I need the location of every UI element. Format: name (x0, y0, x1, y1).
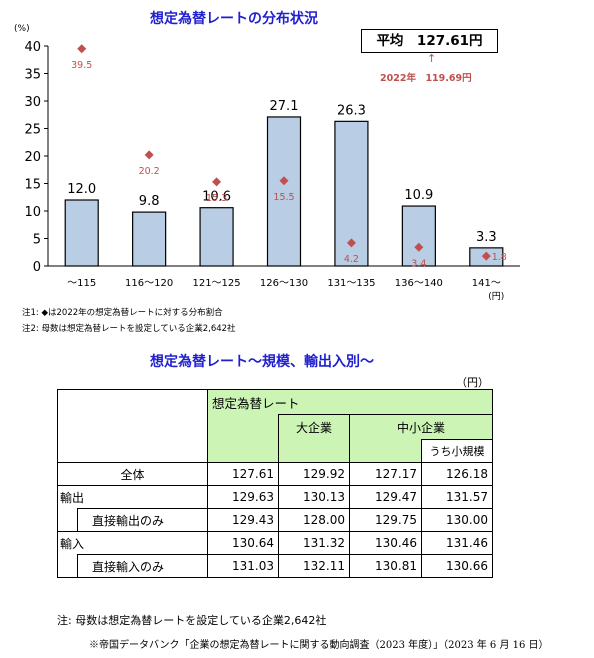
x-tick-label: 121〜125 (192, 278, 240, 289)
header-main: 想定為替レート (207, 389, 493, 415)
chart-title: 想定為替レートの分布状況 (150, 11, 318, 27)
bar (132, 211, 167, 267)
table-row: 直接輸入のみ 131.03 132.11 130.81 130.66 (57, 554, 493, 578)
indent-cell (57, 508, 78, 532)
cell: 127.17 (349, 462, 422, 486)
cell: 130.13 (278, 485, 350, 509)
cell: 131.03 (207, 554, 279, 578)
table-row: 全体 127.61 129.92 127.17 126.18 (57, 462, 493, 486)
header-sme: 中小企業 (349, 414, 493, 440)
y-tick-label: 30 (24, 95, 41, 110)
cell: 131.57 (421, 485, 493, 509)
indent-cell (57, 554, 78, 578)
marker-2022 (414, 242, 424, 252)
bar (199, 207, 234, 267)
table-corner (57, 389, 208, 463)
bar (266, 116, 302, 267)
bar-chart: 0 5 10 15 20 25 30 35 40 (%) 12.0 〜115 39.5 9.8 116〜12… (14, 24, 520, 302)
header-main-spacer (207, 414, 279, 463)
y-tick-label: 0 (33, 260, 41, 275)
y-unit-label: (%) (14, 24, 30, 34)
cell: 130.81 (349, 554, 422, 578)
x-tick-label: 126〜130 (260, 278, 308, 289)
bar-value-label: 3.3 (476, 230, 497, 245)
cell: 130.00 (421, 508, 493, 532)
row-label: 全体 (57, 462, 208, 486)
chart-note-1: 注1: ◆は2022年の想定為替レートに対する分布割合 (22, 308, 223, 318)
bar (401, 205, 436, 267)
y-tick-label: 25 (24, 123, 41, 138)
header-sme-spacer (349, 439, 422, 463)
bar (64, 199, 99, 267)
bar-value-label: 10.6 (202, 190, 231, 205)
marker-2022 (279, 176, 289, 186)
marker-2022 (77, 44, 87, 54)
header-small: うち小規模 (421, 439, 493, 463)
x-tick-label: 136〜140 (395, 278, 443, 289)
average-box: 平均 127.61円 (361, 29, 498, 53)
cell: 130.66 (421, 554, 493, 578)
bar-value-label: 10.9 (404, 188, 433, 203)
table-row: 直接輸出のみ 129.43 128.00 129.75 130.00 (57, 508, 493, 532)
cell: 129.47 (349, 485, 422, 509)
marker-value-label: 39.5 (71, 60, 92, 71)
chart-note-2: 注2: 母数は想定為替レートを設定している企業2,642社 (22, 324, 236, 334)
bar (334, 120, 369, 267)
cell: 129.92 (278, 462, 350, 486)
row-label: 直接輸入のみ (77, 554, 208, 578)
x-tick-label: 131〜135 (327, 278, 375, 289)
y-tick-label: 15 (24, 178, 41, 193)
marker-value-label: 15.3 (206, 193, 227, 204)
x-tick-label: 〜115 (67, 278, 96, 289)
marker-value-label: 20.2 (139, 166, 160, 177)
bar-value-label: 12.0 (67, 182, 96, 197)
marker-2022 (144, 150, 154, 160)
x-tick-label: 116〜120 (125, 278, 173, 289)
marker-2022 (481, 251, 491, 261)
table-row: 輸出 129.63 130.13 129.47 131.57 (57, 485, 493, 509)
marker-2022 (212, 177, 222, 187)
cell: 129.63 (207, 485, 279, 509)
bar-value-label: 27.1 (270, 99, 299, 114)
table-row: 輸入 130.64 131.32 130.46 131.46 (57, 531, 493, 555)
row-label: 直接輸出のみ (77, 508, 208, 532)
cell: 131.46 (421, 531, 493, 555)
x-unit-label: (円) (488, 291, 504, 302)
row-label: 輸入 (57, 531, 208, 555)
marker-value-label: 15.5 (273, 192, 294, 203)
cell: 129.75 (349, 508, 422, 532)
cell: 127.61 (207, 462, 279, 486)
arrow-up-icon: ↑ (427, 52, 437, 65)
x-tick-label: 141〜 (472, 278, 501, 289)
table-footnote: 注: 母数は想定為替レートを設定している企業2,642社 (57, 614, 327, 627)
marker-value-label: 4.2 (344, 254, 359, 265)
cell: 131.32 (278, 531, 350, 555)
cell: 130.64 (207, 531, 279, 555)
cell: 126.18 (421, 462, 493, 486)
annotation-2022: 2022年 119.69円 (380, 73, 472, 84)
marker-value-label: 3.4 (411, 258, 426, 269)
marker-value-label: 1.8 (492, 252, 507, 263)
exchange-rate-table: 想定為替レート 大企業 中小企業 うち小規模 全体 127.61 129.92 … (57, 389, 493, 578)
table-unit: （円） (456, 376, 489, 389)
y-tick-label: 5 (33, 233, 41, 248)
marker-2022 (346, 238, 356, 248)
source-note: ※帝国データバンク「企業の想定為替レートに関する動向調査（2023 年度）」（2… (89, 640, 549, 651)
y-tick-label: 20 (24, 150, 41, 165)
cell: 132.11 (278, 554, 350, 578)
bar-value-label: 26.3 (337, 103, 366, 118)
bar-value-label: 9.8 (139, 194, 160, 209)
header-large: 大企業 (278, 414, 350, 463)
row-label: 輸出 (57, 485, 208, 509)
y-tick-label: 10 (24, 205, 41, 220)
table-title: 想定為替レート〜規模、輸出入別〜 (150, 354, 374, 370)
cell: 128.00 (278, 508, 350, 532)
y-tick-label: 40 (24, 40, 41, 55)
y-tick-label: 35 (24, 68, 41, 83)
cell: 129.43 (207, 508, 279, 532)
cell: 130.46 (349, 531, 422, 555)
